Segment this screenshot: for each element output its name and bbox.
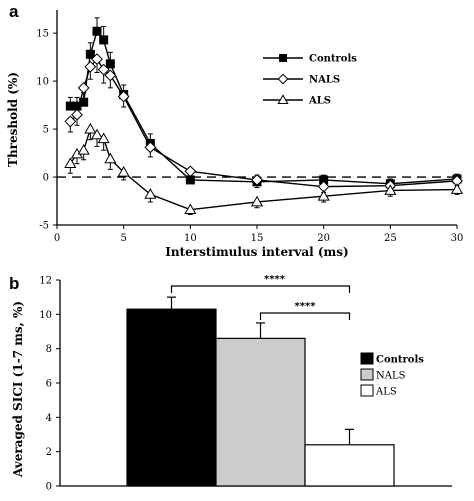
x-tick-label: 0 (54, 233, 60, 244)
x-tick-label: 30 (451, 233, 464, 244)
point-nals (117, 90, 130, 103)
point-als (144, 188, 157, 199)
legend-label-controls: Controls (309, 54, 357, 65)
y-tick-label: 15 (36, 29, 49, 40)
series-line-als (69, 127, 458, 211)
legend-marker-controls (279, 54, 287, 62)
point-als (450, 183, 464, 194)
x-tick-label: 15 (251, 233, 264, 244)
legend-label-als: ALS (308, 96, 331, 107)
significance-bracket (259, 312, 351, 320)
panel-a-legend: Controls NALS ALS (263, 54, 357, 107)
y-tick-label: 10 (36, 77, 49, 88)
legend-swatch-nals (360, 368, 374, 381)
legend-marker-nals (277, 73, 289, 85)
y-tick-label: 0 (46, 482, 52, 493)
point-als (117, 166, 130, 177)
y-tick-label: 2 (46, 447, 52, 458)
point-nals (71, 108, 83, 121)
legend-label-als: ALS (375, 387, 397, 398)
point-controls (319, 175, 329, 185)
point-controls (92, 26, 102, 36)
point-controls (85, 49, 95, 59)
point-als (104, 152, 117, 164)
panel-a: a -5 0 5 10 15 0 5 10 15 20 25 30 Threshold (%) Int… (6, 2, 463, 259)
significance-stars: **** (264, 274, 286, 285)
point-nals (251, 174, 263, 186)
point-controls (185, 175, 195, 185)
panel-b-label: b (9, 274, 19, 293)
legend-marker-als (277, 94, 289, 105)
point-nals (77, 81, 90, 94)
legend-label-controls: Controls (376, 355, 424, 366)
bar-als (304, 444, 395, 487)
x-tick-label: 10 (184, 233, 197, 244)
point-als (84, 122, 97, 134)
point-als (77, 143, 90, 155)
point-als (64, 157, 77, 169)
significance-bracket (170, 285, 351, 293)
panel-a-label: a (9, 2, 19, 21)
panel-b: b 0 2 4 6 8 10 12 **** **** Averaged SICI (1-7 … (9, 274, 452, 493)
point-nals (97, 63, 110, 76)
series-line-controls (70, 29, 458, 185)
bar-controls (126, 308, 217, 487)
y-tick-label: 10 (39, 310, 52, 321)
panel-b-y-axis-title: Averaged SICI (1-7 ms, %) (11, 301, 25, 478)
legend-label-nals: NALS (376, 371, 406, 382)
point-nals (64, 115, 77, 128)
point-als (97, 132, 110, 144)
panel-a-y-axis-title: Threshold (%) (6, 72, 20, 167)
legend-swatch-als (360, 384, 374, 397)
point-als (317, 190, 330, 201)
point-nals (84, 60, 97, 73)
panel-b-legend: Controls NALS ALS (360, 352, 424, 398)
point-nals (184, 165, 197, 178)
y-tick-label: 8 (46, 344, 52, 355)
panel-a-x-axis-title: Interstimulus interval (ms) (165, 245, 348, 259)
significance-stars: **** (295, 301, 317, 312)
point-als (250, 195, 264, 207)
point-controls (105, 59, 115, 69)
x-tick-label: 25 (384, 233, 397, 244)
y-tick-label: 4 (46, 413, 52, 424)
y-tick-label: 5 (43, 125, 49, 136)
point-nals (144, 141, 157, 154)
legend-label-nals: NALS (309, 75, 340, 86)
x-tick-label: 20 (317, 233, 330, 244)
point-controls (65, 101, 75, 111)
point-controls (99, 35, 109, 45)
y-tick-label: 0 (43, 173, 49, 184)
point-als (384, 184, 397, 195)
point-als (90, 128, 104, 140)
y-tick-label: 6 (46, 379, 52, 390)
legend-swatch-controls (360, 352, 374, 365)
point-controls (72, 101, 82, 111)
x-tick-label: 5 (120, 233, 126, 244)
y-tick-label: -5 (39, 221, 49, 232)
series-line-nals (69, 57, 458, 188)
point-nals (91, 53, 103, 65)
point-als (184, 203, 197, 215)
point-controls (79, 97, 89, 107)
bar-nals (215, 337, 306, 487)
point-nals (104, 69, 117, 82)
y-tick-label: 12 (39, 276, 52, 287)
